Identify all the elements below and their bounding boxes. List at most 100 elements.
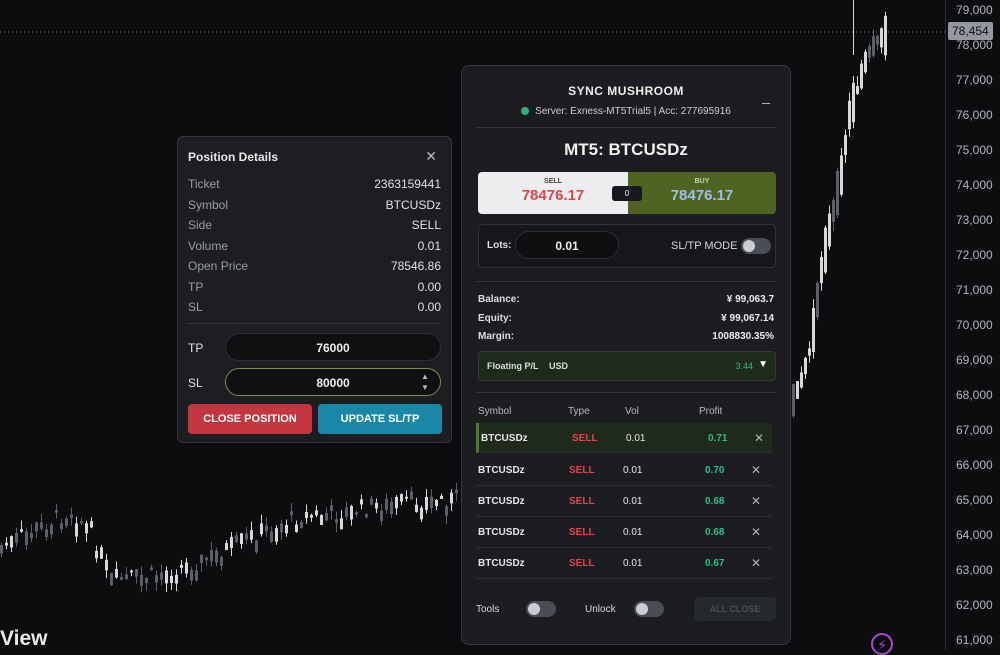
table-row[interactable]: BTCUSDz SELL 0.01 0.71 ✕ (476, 423, 772, 453)
candle-body (215, 550, 218, 563)
floating-pl-dropdown[interactable]: Floating P/L USD 3.44 ▼ (478, 351, 776, 381)
candle-body (160, 572, 163, 580)
buy-button[interactable]: BUY 78476.17 (628, 172, 776, 214)
balance-value: ¥ 99,063.7 (726, 294, 774, 305)
lightning-icon[interactable]: ⚡ (871, 633, 893, 655)
candle-body (200, 554, 203, 563)
sell-button[interactable]: SELL 78476.17 (478, 172, 628, 214)
spin-down-icon[interactable]: ▼ (421, 383, 429, 392)
candle-body (330, 505, 333, 512)
table-row[interactable]: BTCUSDz SELL 0.01 0.68 ✕ (476, 486, 772, 517)
sl-input[interactable]: 80000 ▲ ▼ (225, 368, 441, 396)
minimize-button[interactable]: _ (762, 88, 770, 104)
sync-panel: SYNC MUSHROOM _ Server: Exness-MT5Trial5… (461, 65, 791, 645)
candle-body (808, 348, 811, 356)
lots-input[interactable]: 0.01 (515, 231, 619, 259)
close-row-icon[interactable]: ✕ (751, 494, 762, 508)
table-row[interactable]: BTCUSDz SELL 0.01 0.67 ✕ (476, 548, 772, 579)
sltp-mode-toggle[interactable] (741, 238, 771, 254)
candle-body (140, 574, 143, 586)
symbol-title: MT5: BTCUSDz (564, 140, 688, 159)
close-position-button[interactable]: CLOSE POSITION (188, 404, 312, 434)
margin-row: Margin: 1008830.35% (478, 331, 774, 342)
detail-value: SELL (411, 218, 441, 232)
sltp-mode-label: SL/TP MODE (671, 240, 738, 252)
candle-body (860, 63, 863, 89)
candle-body (370, 498, 373, 505)
row-profit: 0.68 (705, 496, 725, 507)
close-row-icon[interactable]: ✕ (751, 525, 762, 539)
row-profit: 0.67 (705, 558, 725, 569)
close-row-icon[interactable]: ✕ (751, 556, 762, 570)
candle-body (270, 531, 273, 542)
equity-row: Equity: ¥ 99,067.14 (478, 313, 774, 324)
candle-body (425, 496, 428, 510)
candle-body (430, 496, 433, 509)
price-tick-label: 67,000 (956, 423, 993, 437)
candle-body (175, 574, 178, 584)
candle-body (10, 536, 13, 548)
unlock-label: Unlock (585, 604, 616, 615)
candle-body (105, 559, 108, 571)
sell-price: 78476.17 (521, 187, 585, 204)
spin-up-icon[interactable]: ▲ (421, 372, 429, 381)
equity-label: Equity: (478, 313, 512, 324)
detail-label: Side (188, 218, 213, 232)
candle-body (400, 494, 403, 502)
candle-body (812, 308, 815, 352)
unlock-toggle[interactable] (634, 601, 664, 617)
price-tick-label: 77,000 (956, 73, 993, 87)
candle-body (145, 577, 148, 584)
buy-price: 78476.17 (670, 187, 734, 204)
tools-toggle[interactable] (526, 601, 556, 617)
candle-body (440, 495, 443, 499)
price-tick-label: 78,000 (956, 38, 993, 52)
candle-body (255, 540, 258, 553)
close-icon[interactable]: ✕ (425, 148, 437, 164)
candle-body (450, 492, 453, 504)
close-row-icon[interactable]: ✕ (754, 431, 765, 445)
table-row[interactable]: BTCUSDz SELL 0.01 0.70 ✕ (476, 455, 772, 486)
row-symbol: BTCUSDz (478, 527, 525, 538)
table-row[interactable]: BTCUSDz SELL 0.01 0.68 ✕ (476, 517, 772, 548)
margin-value: 1008830.35% (712, 331, 774, 342)
detail-value: 78546.86 (390, 259, 441, 273)
candle-body (395, 496, 398, 509)
candle-body (455, 489, 458, 494)
candle-body (350, 506, 353, 520)
candle-body (445, 506, 448, 516)
candle-body (852, 82, 855, 123)
close-row-icon[interactable]: ✕ (751, 463, 762, 477)
floating-pl-label: Floating P/L (487, 361, 539, 371)
col-header-vol: Vol (625, 406, 639, 417)
dropdown-arrow-icon[interactable]: ▼ (758, 359, 768, 370)
row-vol: 0.01 (626, 433, 646, 444)
tp-input[interactable]: 76000 (225, 333, 441, 361)
candle-body (60, 523, 63, 530)
spread-badge: 0 (612, 186, 642, 201)
lots-row: Lots: 0.01 SL/TP MODE (478, 224, 776, 268)
candle-body (180, 564, 183, 568)
candle-body (405, 496, 408, 499)
row-vol: 0.01 (623, 558, 643, 569)
balance-row: Balance: ¥ 99,063.7 (478, 294, 774, 305)
divider (188, 323, 441, 324)
all-close-button[interactable]: ALL CLOSE (694, 597, 776, 621)
candle-body (315, 510, 318, 516)
update-sltp-button[interactable]: UPDATE SL/TP (318, 404, 442, 434)
candle-body (836, 171, 839, 215)
price-tick-label: 71,000 (956, 283, 993, 297)
col-header-profit: Profit (699, 406, 723, 417)
candle-body (355, 512, 358, 515)
row-type: SELL (572, 433, 598, 444)
price-axis[interactable]: 79,000 78,000 77,000 76,000 75,000 74,000 73,0… (945, 0, 1000, 650)
detail-value: 0.01 (417, 239, 441, 253)
row-symbol: BTCUSDz (478, 496, 525, 507)
price-chart[interactable] (0, 0, 945, 650)
col-header-symbol: Symbol (478, 406, 512, 417)
candle-body (325, 512, 328, 521)
candle-body (210, 550, 213, 562)
detail-row-volume: Volume 0.01 (188, 239, 441, 253)
candle-body (150, 567, 153, 571)
spinner-arrows[interactable]: ▲ ▼ (420, 371, 430, 393)
